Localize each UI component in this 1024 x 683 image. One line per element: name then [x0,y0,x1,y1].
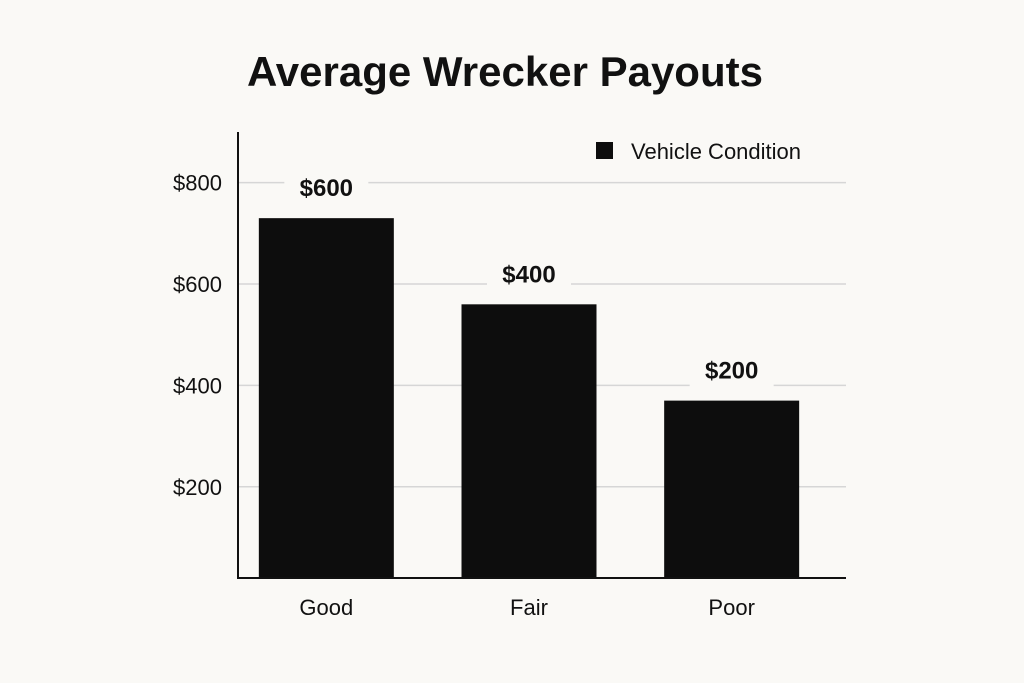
data-label: $400 [502,261,555,288]
data-label-background [487,256,571,291]
legend-label: Vehicle Condition [631,139,801,164]
x-tick-label: Poor [708,595,754,620]
legend: Vehicle Condition [596,139,801,164]
data-label-background [284,170,369,205]
labels: $200 $400 $600 $800 $600 Good $400 Fair $200 Poor [173,170,774,620]
bar [461,304,597,578]
data-label: $200 [705,358,758,385]
y-tick-label: $800 [173,171,222,196]
y-tick-label: $200 [173,475,222,500]
axes [237,132,846,579]
data-label: $600 [300,175,353,202]
x-tick-label: Good [299,595,353,620]
chart-title: Average Wrecker Payouts [247,48,763,95]
data-label-background [689,352,774,387]
bars [258,218,800,578]
bar [258,218,394,578]
y-tick-label: $400 [173,373,222,398]
legend-swatch [596,142,613,159]
bar [664,400,800,578]
x-tick-label: Fair [510,595,548,620]
y-tick-label: $600 [173,272,222,297]
